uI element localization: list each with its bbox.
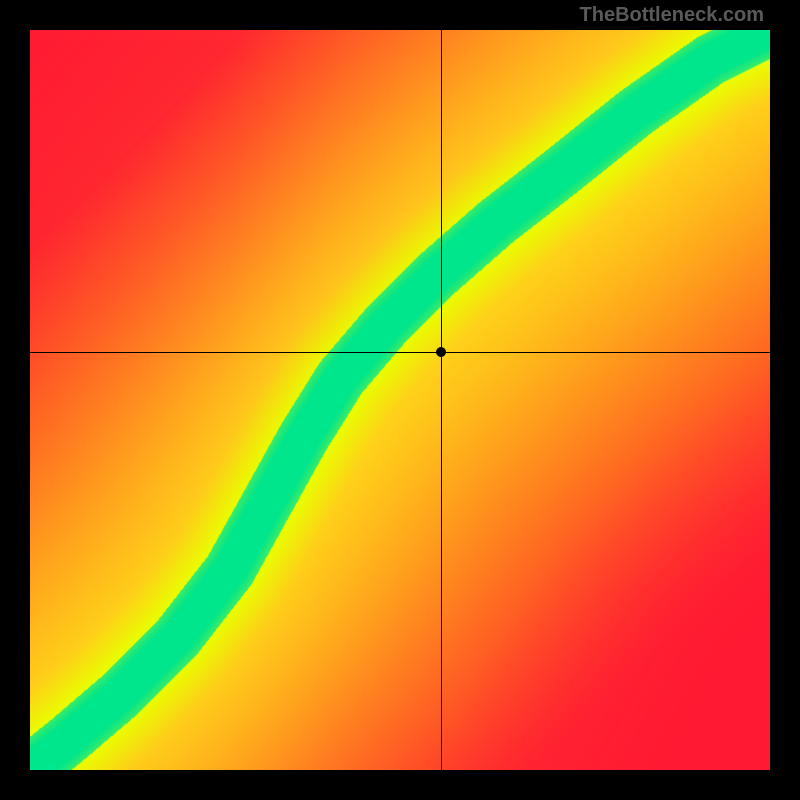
watermark-text: TheBottleneck.com (580, 4, 764, 27)
crosshair-horizontal (30, 352, 770, 353)
heatmap-canvas (30, 30, 770, 770)
crosshair-vertical (441, 30, 442, 770)
marker-dot (436, 347, 446, 357)
heatmap-plot (30, 30, 770, 770)
